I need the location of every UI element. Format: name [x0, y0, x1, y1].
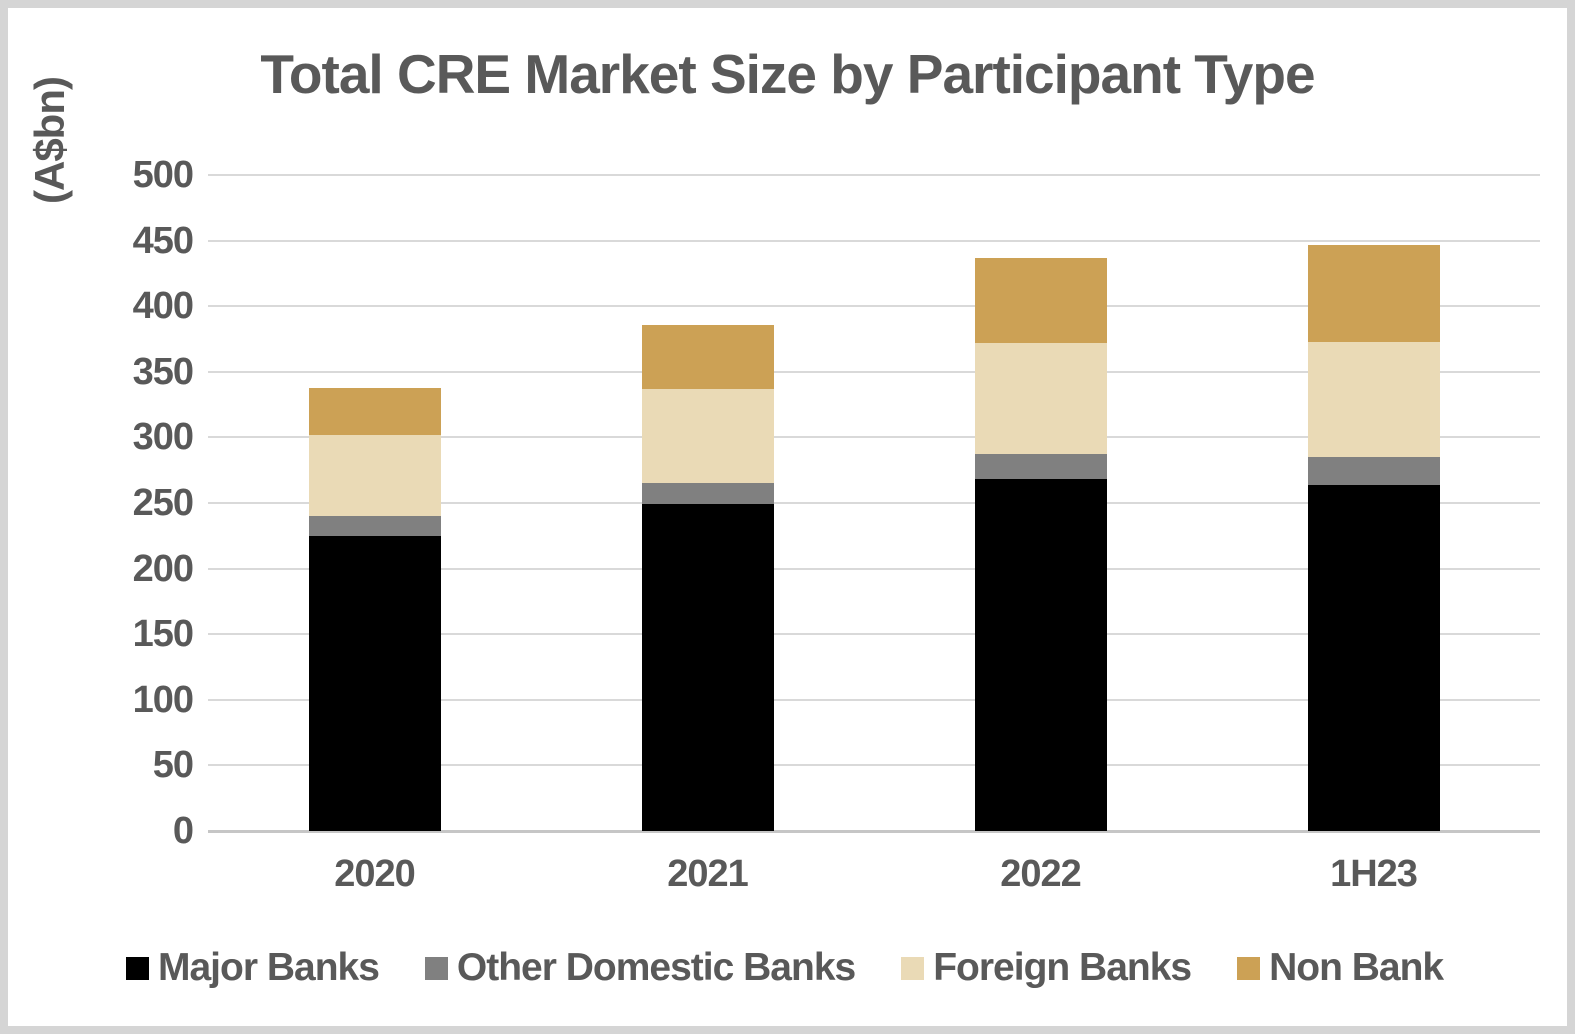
- y-tick-label-350: 350: [132, 350, 194, 393]
- segment-2021-non-bank: [641, 324, 774, 389]
- gridline-150: [208, 633, 1540, 636]
- segment-2022-major-banks: [974, 479, 1107, 831]
- segment-2022-other-domestic-banks: [974, 454, 1107, 480]
- y-tick-label-50: 50: [152, 744, 194, 787]
- gridline-350: [208, 370, 1540, 373]
- segment-2021-major-banks: [641, 504, 774, 831]
- legend-item-foreign-banks: Foreign Banks: [901, 946, 1192, 990]
- segment-2021-foreign-banks: [641, 388, 774, 484]
- segment-2020-major-banks: [308, 535, 441, 831]
- bar-slot-2020: [208, 175, 541, 831]
- segment-1H23-major-banks: [1307, 484, 1440, 831]
- legend-swatch-icon: [126, 956, 149, 980]
- bar-series-container: [208, 175, 1540, 831]
- y-tick-label-0: 0: [172, 810, 194, 852]
- x-axis-baseline: [208, 830, 1540, 833]
- gridline-450: [208, 239, 1540, 242]
- legend-swatch-icon: [424, 956, 448, 980]
- legend-swatch-icon: [1237, 956, 1261, 980]
- y-tick-label-200: 200: [132, 547, 194, 590]
- y-tick-label-300: 300: [132, 416, 194, 459]
- y-tick-label-400: 400: [132, 285, 194, 328]
- legend-swatch-icon: [901, 956, 925, 980]
- bar-slot-2022: [874, 175, 1207, 831]
- gridline-100: [208, 698, 1540, 701]
- x-axis-labels: 2020 2021 2022 1H23: [208, 853, 1540, 896]
- x-axis-label-2021: 2021: [667, 853, 749, 895]
- segment-1H23-foreign-banks: [1307, 341, 1440, 458]
- y-tick-label-100: 100: [132, 678, 194, 721]
- gridline-200: [208, 567, 1540, 570]
- plot-area: [208, 174, 1540, 833]
- legend-label: Foreign Banks: [933, 946, 1192, 989]
- stacked-bar-2020: [308, 387, 441, 831]
- segment-2022-foreign-banks: [974, 342, 1107, 455]
- stacked-bar-2022: [974, 257, 1107, 831]
- gridline-50: [208, 764, 1540, 767]
- legend-label: Other Domestic Banks: [456, 946, 856, 989]
- y-tick-label-500: 500: [132, 154, 194, 196]
- segment-2020-foreign-banks: [308, 434, 441, 517]
- segment-2020-other-domestic-banks: [308, 516, 441, 536]
- x-axis-label-1H23: 1H23: [1330, 853, 1418, 895]
- segment-1H23-other-domestic-banks: [1307, 457, 1440, 485]
- legend-item-other-domestic-banks: Other Domestic Banks: [424, 946, 856, 990]
- x-axis-label-2020: 2020: [334, 853, 416, 895]
- y-tick-label-150: 150: [132, 613, 194, 656]
- bar-slot-2021: [541, 175, 874, 831]
- legend-item-non-bank: Non Bank: [1237, 946, 1444, 990]
- x-axis-label-2022: 2022: [1000, 853, 1082, 895]
- legend-label: Non Bank: [1269, 946, 1444, 989]
- segment-2020-non-bank: [308, 387, 441, 435]
- gridline-500: [208, 174, 1540, 176]
- y-tick-label-450: 450: [132, 219, 194, 262]
- segment-1H23-non-bank: [1307, 244, 1440, 342]
- segment-2022-non-bank: [974, 257, 1107, 343]
- stacked-bar-2021: [641, 324, 774, 831]
- chart-title: Total CRE Market Size by Participant Typ…: [260, 43, 1315, 105]
- bar-slot-1H23: [1207, 175, 1540, 831]
- gridline-300: [208, 436, 1540, 439]
- y-tick-label-250: 250: [132, 482, 194, 524]
- legend-label: Major Banks: [158, 946, 380, 989]
- gridline-250: [208, 502, 1540, 504]
- gridline-400: [208, 305, 1540, 308]
- stacked-bar-1H23: [1307, 244, 1440, 831]
- legend-item-major-banks: Major Banks: [126, 946, 380, 990]
- legend: Major Banks Other Domestic Banks Foreign B…: [126, 946, 1444, 990]
- segment-2021-other-domestic-banks: [641, 483, 774, 505]
